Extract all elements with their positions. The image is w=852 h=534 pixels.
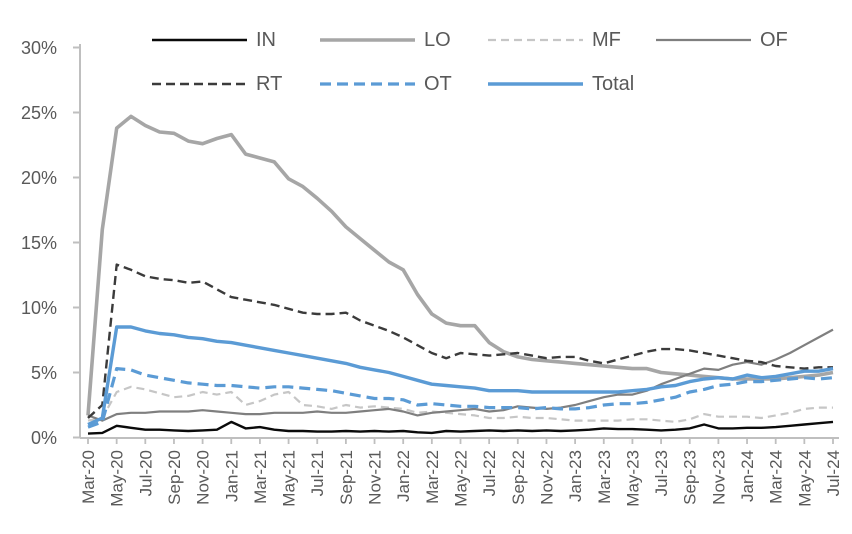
x-tick-label: Mar-24 [767, 450, 786, 504]
legend-swatch-OT [320, 82, 415, 86]
x-tick-label: Jul-24 [824, 450, 843, 496]
legend-swatch-MF [488, 38, 583, 42]
x-tick-label: Jul-20 [136, 450, 155, 496]
series-line-Total [87, 325, 834, 427]
x-tick-label: Jul-22 [480, 450, 499, 496]
x-tick-label: Jul-23 [652, 450, 671, 496]
x-tick-label: Nov-23 [709, 450, 728, 505]
x-tick-label: May-21 [280, 450, 299, 507]
legend-item-IN: IN [152, 18, 320, 62]
legend-label: MF [592, 28, 621, 51]
legend-swatch-LO [320, 38, 415, 42]
legend-item-RT: RT [152, 62, 320, 106]
legend-item-Total: Total [488, 62, 656, 106]
legend-label: LO [424, 28, 451, 51]
x-tick-label: Jan-23 [566, 450, 585, 502]
chart-legend: IN LO MF OF RT OT Total [152, 18, 824, 106]
legend-swatch-OF [656, 38, 751, 42]
series-line-OF [87, 328, 834, 422]
series-line-RT [87, 263, 833, 419]
x-tick-label: May-22 [452, 450, 471, 507]
x-tick-label: Mar-20 [79, 450, 98, 504]
series-line-IN [87, 420, 834, 435]
x-tick-label: Jan-22 [394, 450, 413, 502]
series-line-MF [87, 385, 833, 423]
x-tick-label: Sep-20 [165, 450, 184, 505]
y-tick-label: 10% [21, 298, 57, 318]
legend-item-MF: MF [488, 18, 656, 62]
x-tick-label: May-24 [795, 450, 814, 507]
legend-item-LO: LO [320, 18, 488, 62]
legend-label: IN [256, 28, 276, 51]
y-tick-label: 5% [31, 363, 57, 383]
x-tick-label: Nov-20 [194, 450, 213, 505]
x-tick-label: Mar-22 [423, 450, 442, 504]
legend-label: Total [592, 72, 635, 95]
x-tick-label: Jan-21 [222, 450, 241, 502]
legend-label: RT [256, 72, 283, 95]
x-tick-label: Jul-21 [308, 450, 327, 496]
x-tick-label: Mar-23 [595, 450, 614, 504]
legend-swatch-RT [152, 82, 247, 86]
legend-swatch-IN [152, 38, 247, 42]
x-tick-label: May-23 [623, 450, 642, 507]
x-tick-label: Nov-21 [366, 450, 385, 505]
y-tick-label: 15% [21, 233, 57, 253]
y-tick-label: 30% [21, 38, 57, 58]
x-tick-label: Sep-23 [681, 450, 700, 505]
legend-item-OF: OF [656, 18, 824, 62]
series-line-OT [87, 367, 834, 429]
legend-item-OT: OT [320, 62, 488, 106]
series-line-LO [86, 114, 834, 416]
y-tick-label: 25% [21, 103, 57, 123]
x-tick-label: Sep-21 [337, 450, 356, 505]
legend-swatch-Total [488, 82, 583, 86]
legend-label: OT [424, 72, 452, 95]
x-tick-label: Mar-21 [251, 450, 270, 504]
x-tick-label: Sep-22 [509, 450, 528, 505]
y-tick-label: 0% [31, 428, 57, 448]
x-tick-label: Nov-22 [537, 450, 556, 505]
y-tick-label: 20% [21, 168, 57, 188]
x-tick-label: Jan-24 [738, 450, 757, 502]
legend-label: OF [760, 28, 788, 51]
x-tick-label: May-20 [108, 450, 127, 507]
